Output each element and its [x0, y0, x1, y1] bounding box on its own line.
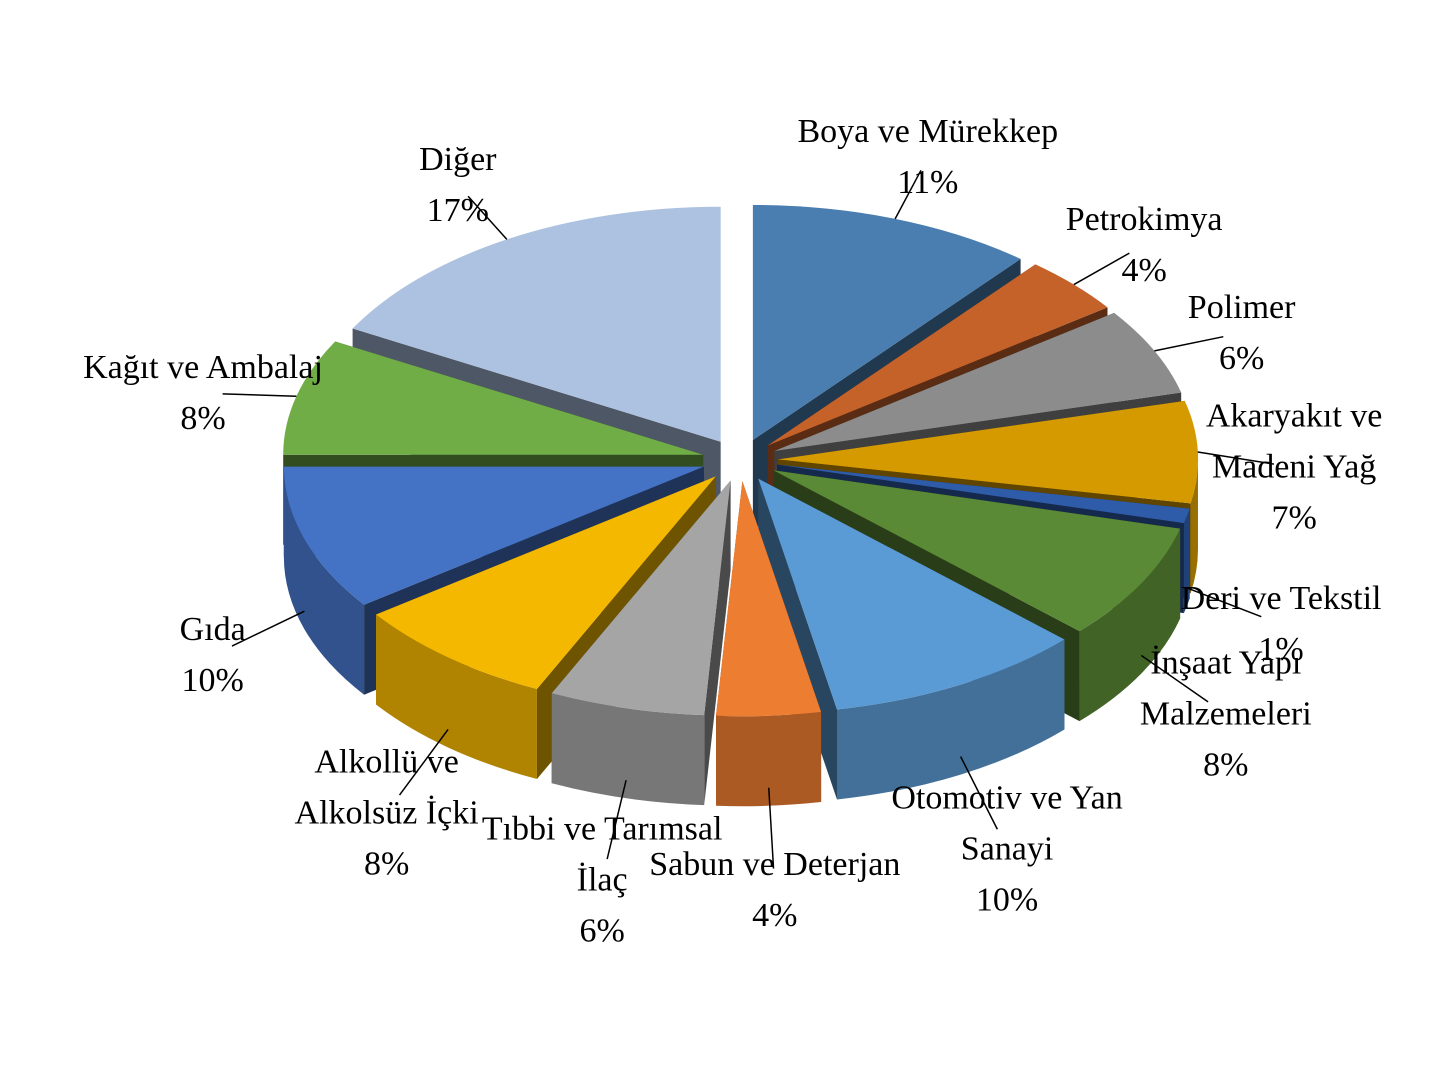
- category-label: Tıbbi ve Tarımsal İlaç: [481, 810, 723, 899]
- data-label: Gıda 10%: [78, 604, 348, 706]
- leader-line: [959, 756, 999, 830]
- slice-top: [777, 464, 1190, 524]
- slice-top: [551, 480, 731, 716]
- data-label: Akaryakıt ve Madeni Yağ 7%: [1159, 391, 1429, 544]
- data-label: İnşaat Yapı Malzemeleri 8%: [1091, 638, 1361, 791]
- value-label: 7%: [1271, 499, 1317, 537]
- leader-line: [1186, 587, 1262, 618]
- value-label: 4%: [752, 897, 798, 935]
- leader-line: [606, 780, 627, 860]
- value-label: 6%: [1218, 339, 1265, 377]
- data-label: Sabun ve Deterjan 4%: [640, 839, 910, 941]
- category-label: Deri ve Tekstil: [1180, 580, 1382, 618]
- leader-line: [1197, 451, 1275, 465]
- slice: [716, 481, 822, 807]
- slice-top: [352, 206, 721, 442]
- slice-wall: [1183, 508, 1190, 614]
- slice-top: [767, 264, 1108, 446]
- data-label: Boya ve Mürekkep 11%: [793, 106, 1063, 208]
- leader-line: [398, 729, 449, 796]
- category-label: Diğer: [419, 140, 497, 178]
- category-label: Alkollü ve Alkolsüz İçki: [294, 743, 479, 832]
- slice-top: [773, 470, 1181, 632]
- slice-top: [716, 481, 822, 717]
- category-label: Akaryakıt ve Madeni Yağ: [1205, 397, 1383, 486]
- slice: [551, 480, 731, 806]
- category-label: Kağıt ve Ambalaj: [83, 349, 323, 387]
- data-label: Polimer 6%: [1107, 282, 1377, 384]
- category-label: Petrokimya: [1065, 200, 1223, 238]
- value-label: 8%: [363, 845, 410, 883]
- value-label: 8%: [180, 400, 226, 438]
- category-label: Polimer: [1187, 288, 1296, 326]
- leader-line: [1073, 252, 1130, 286]
- value-label: 6%: [579, 912, 625, 950]
- leader-line: [768, 787, 775, 869]
- slice-top: [777, 400, 1198, 504]
- slice-wall: [283, 466, 365, 695]
- data-label: Kağıt ve Ambalaj 8%: [68, 342, 338, 444]
- leader-line: [222, 393, 297, 398]
- slice-top: [758, 478, 1065, 710]
- slice-wall: [1190, 459, 1198, 594]
- leader-line: [1140, 654, 1209, 703]
- value-label: 4%: [1121, 251, 1167, 289]
- slice-wall: [837, 639, 1065, 800]
- value-label: 8%: [1203, 746, 1249, 784]
- slice-wall: [716, 712, 822, 807]
- slice-wall: [375, 614, 537, 780]
- category-label: İnşaat Yapı Malzemeleri: [1139, 644, 1312, 733]
- slice-top: [752, 204, 1021, 440]
- data-label: Otomotiv ve Yan Sanayi 10%: [872, 772, 1142, 925]
- data-label: Petrokimya 4%: [1009, 194, 1279, 296]
- value-label: 10%: [975, 881, 1039, 919]
- slice-top: [283, 466, 704, 605]
- data-label: Alkollü ve Alkolsüz İçki 8%: [252, 736, 522, 889]
- leader-line: [894, 169, 922, 220]
- slice-wall: [1079, 528, 1181, 722]
- value-label: 11%: [897, 164, 959, 202]
- category-label: Sabun ve Deterjan: [649, 846, 901, 884]
- data-label: Diğer 17%: [323, 134, 593, 236]
- value-label: 1%: [1258, 631, 1304, 669]
- value-label: 17%: [426, 191, 489, 229]
- slice-wall: [551, 693, 705, 806]
- slice-top: [774, 312, 1182, 451]
- data-label: Tıbbi ve Tarımsal İlaç 6%: [467, 804, 737, 957]
- category-label: Otomotiv ve Yan Sanayi: [891, 779, 1123, 868]
- leader-line: [467, 195, 508, 240]
- leader-line: [1154, 335, 1224, 352]
- category-label: Gıda: [179, 611, 246, 649]
- slice-top: [375, 476, 716, 690]
- category-label: Boya ve Mürekkep: [797, 113, 1059, 151]
- slice-top: [283, 341, 704, 455]
- value-label: 10%: [181, 662, 244, 700]
- leader-line: [231, 610, 305, 647]
- data-label: Deri ve Tekstil 1%: [1146, 573, 1416, 675]
